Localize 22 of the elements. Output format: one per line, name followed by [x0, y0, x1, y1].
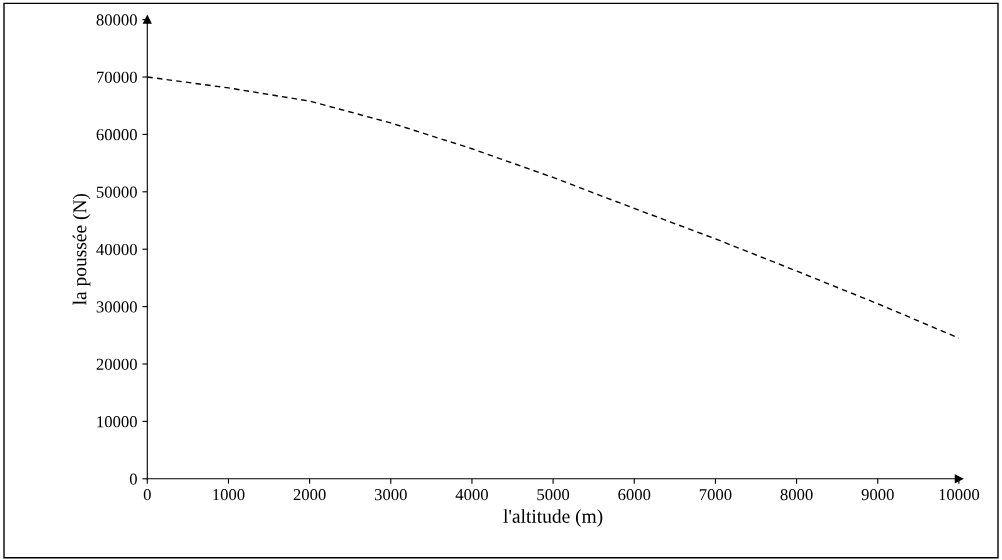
x-tick-label: 1000	[213, 489, 245, 501]
y-tick-label: 50000	[96, 186, 137, 198]
x-tick-label: 9000	[861, 489, 894, 501]
x-axis-title: l'altitude (m)	[503, 509, 603, 527]
x-tick-label: 7000	[699, 489, 732, 501]
x-tick-label: 0	[143, 489, 151, 501]
y-tick-label: 40000	[96, 243, 137, 256]
y-tick-label: 70000	[97, 71, 137, 83]
y-tick-label: 60000	[96, 129, 137, 141]
y-tick-label: 80000	[96, 14, 137, 26]
y-tick-label: 0	[129, 473, 137, 485]
x-tick-label: 5000	[537, 489, 570, 501]
x-tick-label: 8000	[780, 489, 813, 501]
x-tick-label: 4000	[455, 489, 488, 501]
y-tick-label: 30000	[96, 301, 137, 313]
x-tick-label: 3000	[374, 489, 407, 501]
y-axis-title: la poussée (N)	[72, 193, 91, 305]
y-tick-label: 20000	[96, 358, 137, 370]
x-tick-label: 2000	[293, 489, 326, 501]
x-tick-label: 6000	[618, 489, 651, 501]
x-tick-label: 10000	[939, 489, 980, 501]
y-tick-label: 10000	[97, 416, 137, 428]
